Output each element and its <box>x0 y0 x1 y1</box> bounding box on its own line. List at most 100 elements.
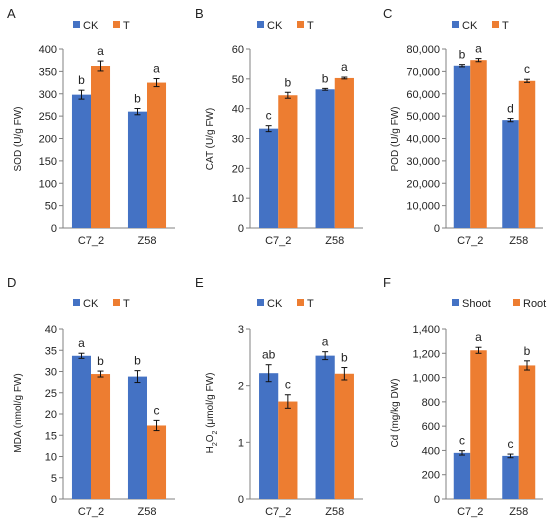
legend-label: T <box>123 298 130 310</box>
significance-label: b <box>97 354 104 368</box>
bar-ck-c7_2 <box>71 94 91 229</box>
y-tick-label: 3 <box>238 324 244 336</box>
significance-label: a <box>153 62 160 76</box>
significance-label: b <box>134 92 141 106</box>
significance-label: b <box>459 48 466 62</box>
y-tick-label: 10 <box>45 452 57 464</box>
x-category-label: C7_2 <box>78 506 104 518</box>
x-category-label: C7_2 <box>265 506 291 518</box>
y-tick-label: 20,000 <box>406 178 440 190</box>
x-category-label: C7_2 <box>78 235 104 247</box>
bar-ck-c7_2 <box>453 65 471 228</box>
bar-t-z58 <box>147 82 167 228</box>
significance-label: c <box>459 434 465 448</box>
bar-shoot-c7_2 <box>453 452 471 499</box>
bar-ck-c7_2 <box>259 373 279 499</box>
significance-label: a <box>97 44 104 58</box>
y-tick-label: 200 <box>422 470 440 482</box>
x-category-label: Z58 <box>325 235 344 247</box>
panel-letter: C <box>383 6 392 21</box>
chart-panel-A: A 0 50 100 150 200 250 300 350 400 SOD (U/g FW) C7_… <box>7 6 175 247</box>
y-tick-label: 150 <box>39 156 57 168</box>
bar-t-z58 <box>334 77 354 229</box>
legend-label: CK <box>462 20 478 32</box>
y-axis-label: POD (U/g FW) <box>390 107 401 172</box>
y-tick-label: 40,000 <box>406 134 440 146</box>
significance-label: a <box>475 330 482 344</box>
y-tick-label: 30 <box>232 134 244 146</box>
significance-label: c <box>508 437 514 451</box>
significance-label: a <box>341 60 348 74</box>
bar-ck-c7_2 <box>71 355 91 499</box>
legend-label: CK <box>83 298 99 310</box>
y-tick-label: 70,000 <box>406 66 440 78</box>
y-tick-label: 30 <box>45 367 57 379</box>
bar-t-c7_2 <box>91 66 111 228</box>
bar-t-z58 <box>518 80 536 229</box>
bar-t-z58 <box>334 373 354 499</box>
legend-swatch <box>452 299 459 306</box>
legend-swatch <box>297 21 304 28</box>
bar-t-c7_2 <box>470 60 487 228</box>
y-tick-label: 10 <box>232 193 244 205</box>
y-tick-label: 10,000 <box>406 201 440 213</box>
legend-swatch <box>513 299 520 306</box>
y-tick-label: 1,000 <box>412 373 440 385</box>
significance-label: b <box>524 344 531 358</box>
x-category-label: Z58 <box>138 235 157 247</box>
y-tick-label: 30,000 <box>406 156 440 168</box>
y-tick-label: 1,200 <box>412 348 440 360</box>
y-tick-label: 800 <box>422 397 440 409</box>
y-tick-label: 60 <box>232 44 244 56</box>
y-tick-label: 50 <box>45 201 57 213</box>
chart-panel-C: C 0 10,000 20,000 30,000 40,000 50,000 60,000 70… <box>383 6 543 247</box>
y-tick-label: 0 <box>434 223 440 235</box>
significance-label: c <box>266 109 272 123</box>
legend-swatch <box>297 299 304 306</box>
y-axis-label: CAT (U/g FW) <box>205 108 216 170</box>
bar-t-c7_2 <box>91 374 111 499</box>
y-tick-label: 0 <box>238 223 244 235</box>
legend-label: Root <box>523 298 546 310</box>
y-tick-label: 5 <box>51 473 57 485</box>
legend-swatch <box>73 299 80 306</box>
y-tick-label: 350 <box>39 66 57 78</box>
bar-ck-c7_2 <box>259 128 279 228</box>
significance-label: a <box>78 336 85 350</box>
legend-label: T <box>307 20 314 32</box>
significance-label: b <box>322 71 329 85</box>
bar-ck-z58 <box>315 355 335 499</box>
y-tick-label: 40 <box>232 104 244 116</box>
y-tick-label: 50 <box>232 74 244 86</box>
bar-root-z58 <box>518 365 536 499</box>
legend-swatch <box>113 299 120 306</box>
y-tick-label: 200 <box>39 134 57 146</box>
y-tick-label: 1,400 <box>412 324 440 336</box>
y-axis-label: MDA (nmol/g FW) <box>13 373 24 452</box>
bar-ck-z58 <box>315 89 335 229</box>
y-tick-label: 0 <box>51 223 57 235</box>
y-tick-label: 20 <box>45 409 57 421</box>
y-tick-label: 40 <box>45 324 57 336</box>
x-category-label: Z58 <box>138 506 157 518</box>
chart-panel-F: F 0 200 400 600 800 1,000 1,200 1,400 Cd (mg/kg D… <box>383 275 546 518</box>
legend-label: T <box>502 20 509 32</box>
significance-label: c <box>524 62 530 76</box>
y-tick-label: 25 <box>45 388 57 400</box>
bar-t-c7_2 <box>278 95 298 228</box>
legend-label: CK <box>83 20 99 32</box>
y-tick-label: 0 <box>238 494 244 506</box>
bar-ck-z58 <box>127 111 147 228</box>
legend-swatch <box>452 21 459 28</box>
y-tick-label: 50,000 <box>406 111 440 123</box>
y-axis-label: H2O2 (μmol/g FW) <box>205 373 219 454</box>
y-tick-label: 0 <box>51 494 57 506</box>
panel-letter: E <box>195 275 204 290</box>
x-category-label: C7_2 <box>457 235 483 247</box>
y-tick-label: 15 <box>45 430 57 442</box>
y-tick-label: 400 <box>422 445 440 457</box>
y-tick-label: 400 <box>39 44 57 56</box>
panel-letter: B <box>195 6 204 21</box>
significance-label: c <box>285 378 291 392</box>
